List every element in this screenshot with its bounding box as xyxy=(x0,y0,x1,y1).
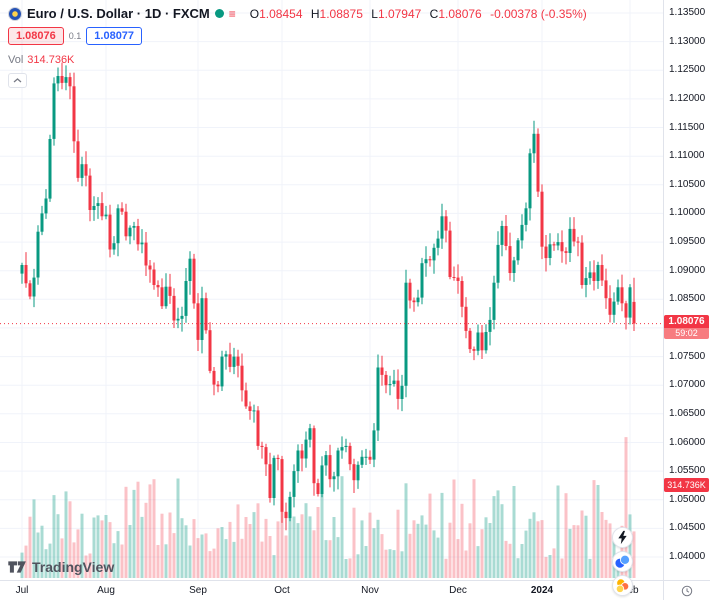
price-axis-label: 1.11000 xyxy=(669,150,705,162)
symbol-title[interactable]: Euro / U.S. Dollar · 1D · FXCM xyxy=(27,6,210,21)
price-axis-label: 1.07500 xyxy=(669,350,706,362)
time-axis-label: Jul xyxy=(15,585,29,596)
price-axis-label: 1.04500 xyxy=(669,522,706,534)
high-value: 1.08875 xyxy=(319,6,363,21)
spread-value: 0.1 xyxy=(68,31,82,41)
price-axis-label: 1.11500 xyxy=(669,121,705,133)
price-axis-label: 1.09000 xyxy=(669,264,706,276)
volume-indicator-row: Vol 314.736K xyxy=(8,54,74,66)
floating-buttons xyxy=(612,527,633,596)
coins-button[interactable] xyxy=(612,575,633,596)
change-value: -0.00378 (-0.35%) xyxy=(490,6,587,21)
volume-value: 314.736K xyxy=(27,54,75,66)
last-price-value: 1.08076 xyxy=(664,314,709,328)
time-axis[interactable]: JulAugSepOctNovDec2024Feb xyxy=(0,580,663,600)
price-axis-label: 1.13000 xyxy=(669,35,706,47)
time-axis-label: Sep xyxy=(189,585,207,596)
tradingview-mark-icon xyxy=(8,561,26,573)
price-axis-label: 1.13500 xyxy=(669,7,706,18)
price-axis-label: 1.05000 xyxy=(669,493,706,505)
candlestick-volume-chart[interactable] xyxy=(0,0,663,580)
price-axis-label: 1.07000 xyxy=(669,379,706,391)
high-label: H xyxy=(310,6,320,21)
close-label: C xyxy=(429,6,439,21)
ohlc-values: O1.08454 H1.08875 L1.07947 C1.08076 -0.0… xyxy=(245,7,587,21)
tradingview-logo[interactable]: TradingView xyxy=(8,559,114,575)
currency-pair-icon xyxy=(615,554,630,568)
clock-icon xyxy=(681,585,693,596)
currency-pair-button[interactable] xyxy=(612,551,633,572)
price-axis-label: 1.06500 xyxy=(669,407,706,419)
open-value: 1.08454 xyxy=(259,6,303,21)
lightning-icon xyxy=(618,530,627,545)
price-axis-label: 1.04000 xyxy=(669,551,706,562)
axis-corner[interactable] xyxy=(663,580,710,600)
price-axis-label: 1.12500 xyxy=(669,64,706,76)
coins-icon xyxy=(615,579,630,593)
price-axis-label: 1.06000 xyxy=(669,436,706,448)
price-axis-label: 1.08500 xyxy=(669,293,706,305)
chevron-up-icon xyxy=(13,78,22,83)
quick-trade-button[interactable] xyxy=(612,527,633,548)
price-axis-label: 1.10000 xyxy=(669,207,706,219)
chart-legend: Euro / U.S. Dollar · 1D · FXCM ≡ O1.0845… xyxy=(8,6,587,21)
tradingview-logo-text: TradingView xyxy=(32,559,115,575)
bar-countdown: 59:02 xyxy=(664,327,709,339)
trade-buttons: 1.08076 0.1 1.08077 xyxy=(8,27,143,45)
low-value: 1.07947 xyxy=(377,6,422,21)
price-axis-label: 1.10500 xyxy=(669,178,706,190)
close-value: 1.08076 xyxy=(438,6,482,21)
price-axis[interactable]: 1.13500 1.13000 1.12500 1.12000 1.11500 1.110… xyxy=(663,0,710,580)
market-open-dot-icon xyxy=(214,9,224,18)
last-price-badge: 1.08076 59:02 xyxy=(664,314,709,339)
collapse-legend-button[interactable] xyxy=(8,73,27,88)
price-axis-label: 1.09500 xyxy=(669,236,706,248)
time-axis-label: Nov xyxy=(361,585,379,596)
alert-list-icon[interactable]: ≡ xyxy=(228,6,236,21)
buy-button[interactable]: 1.08077 xyxy=(86,27,143,45)
price-axis-label: 1.12000 xyxy=(669,92,706,104)
low-label: L xyxy=(371,6,378,21)
time-axis-label: Dec xyxy=(449,585,467,596)
time-axis-label: Oct xyxy=(274,585,290,596)
volume-axis-badge: 314.736K xyxy=(664,478,709,492)
open-label: O xyxy=(249,6,260,21)
time-axis-label: Aug xyxy=(97,585,115,596)
time-axis-label: 2024 xyxy=(530,585,554,596)
symbol-logo-icon xyxy=(8,6,22,21)
sell-button[interactable]: 1.08076 xyxy=(8,27,64,45)
price-axis-label: 1.05500 xyxy=(669,465,706,477)
chart-pane[interactable] xyxy=(0,0,663,580)
volume-label: Vol xyxy=(8,54,24,66)
